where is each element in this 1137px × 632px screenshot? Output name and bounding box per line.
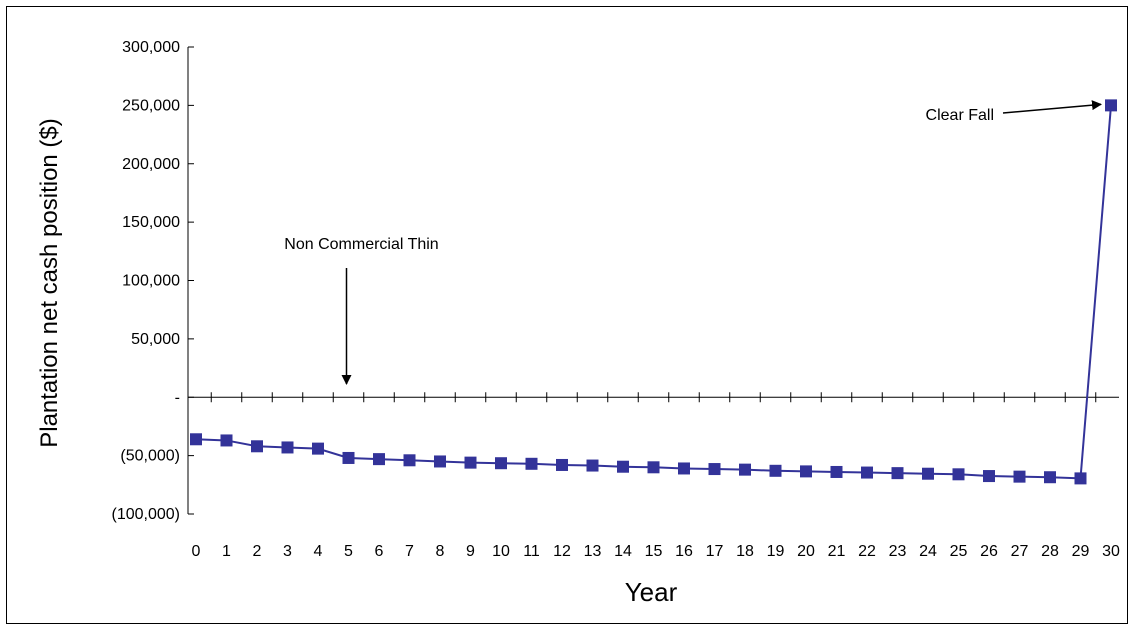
y-tick-label: 250,000: [122, 97, 180, 114]
x-tick-label: 27: [1011, 543, 1029, 560]
x-tick-label: 26: [980, 543, 998, 560]
x-tick-label: 17: [706, 543, 724, 560]
data-point: [952, 468, 965, 481]
x-tick-label: 12: [553, 543, 571, 560]
y-tick-label: (50,000): [120, 448, 180, 465]
x-tick-label: 20: [797, 543, 815, 560]
data-point: [922, 467, 934, 480]
data-point: [647, 461, 660, 474]
annotation-non-commercial-thin: Non Commercial Thin: [284, 236, 438, 253]
x-tick-label: 21: [828, 543, 846, 560]
data-point: [891, 467, 904, 480]
data-point: [800, 465, 812, 478]
data-point: [1105, 99, 1117, 112]
data-point: [830, 465, 843, 478]
x-tick-label: 15: [645, 543, 663, 560]
annotation-clear-fall: Clear Fall: [926, 107, 994, 124]
x-tick-label: 24: [919, 543, 937, 560]
x-tick-label: 11: [523, 543, 540, 560]
x-tick-label: 3: [283, 543, 292, 560]
x-tick-label: 23: [889, 543, 907, 560]
x-tick-label: 5: [344, 543, 353, 560]
data-point: [769, 464, 782, 477]
data-point: [251, 440, 263, 453]
x-axis: 0 1 2 3 4 5 6 7 8 9 10 11 12 13 14 15 16 17 18 19 20 21 22 23 24…: [188, 392, 1120, 560]
x-tick-label: 7: [405, 543, 414, 560]
x-tick-label: 28: [1041, 543, 1059, 560]
x-tick-label: 22: [858, 543, 876, 560]
x-tick-label: 29: [1072, 543, 1090, 560]
data-point: [678, 462, 690, 475]
y-tick-label: 200,000: [122, 156, 180, 173]
x-tick-label: 1: [222, 543, 231, 560]
y-axis: 300,000 250,000 200,000 150,000 100,000 50,00…: [112, 39, 194, 523]
data-point: [1044, 471, 1056, 484]
y-tick-label: 150,000: [122, 214, 180, 231]
x-axis-label: Year: [625, 577, 678, 607]
data-point: [708, 463, 721, 476]
data-point: [373, 453, 385, 466]
data-point: [403, 454, 416, 467]
data-point: [434, 455, 446, 468]
x-tick-label: 19: [767, 543, 785, 560]
data-point: [525, 457, 538, 470]
data-point: [586, 459, 599, 472]
x-tick-label: 13: [584, 543, 602, 560]
x-tick-label: 0: [192, 543, 201, 560]
x-tick-label: 14: [614, 543, 632, 560]
data-point: [1013, 470, 1026, 483]
data-point: [495, 457, 507, 470]
y-tick-label: 100,000: [122, 273, 180, 290]
x-tick-label: 9: [466, 543, 475, 560]
x-tick-label: 4: [314, 543, 323, 560]
annotation-arrow: [1002, 100, 1102, 114]
x-tick-label: 18: [736, 543, 754, 560]
data-point: [861, 466, 873, 479]
x-tick-label: 8: [436, 543, 445, 560]
data-point: [556, 458, 568, 471]
y-tick-label: 300,000: [122, 39, 180, 56]
data-point: [342, 451, 355, 464]
x-tick-label: 10: [492, 543, 510, 560]
y-tick-label: (100,000): [112, 506, 181, 523]
data-point: [1074, 472, 1087, 485]
data-point: [190, 433, 202, 446]
data-point: [464, 456, 477, 469]
chart-frame: [6, 6, 1128, 624]
y-tick-label: 50,000: [131, 331, 180, 348]
data-point: [220, 434, 233, 447]
data-point: [983, 470, 995, 483]
x-tick-label: 30: [1102, 543, 1120, 560]
data-point: [312, 442, 324, 455]
x-tick-label: 16: [675, 543, 693, 560]
data-point: [617, 460, 629, 473]
annotations: Non Commercial Thin Clear Fall: [284, 100, 1102, 385]
series-layer: [190, 99, 1117, 485]
data-point: [739, 463, 751, 476]
x-tick-label: 6: [375, 543, 384, 560]
x-tick-label: 2: [253, 543, 262, 560]
series-line: [195, 105, 1112, 480]
y-tick-label: -: [175, 389, 180, 406]
data-point: [281, 441, 294, 454]
y-axis-label: Plantation net cash position ($): [36, 118, 63, 448]
x-tick-label: 25: [950, 543, 968, 560]
